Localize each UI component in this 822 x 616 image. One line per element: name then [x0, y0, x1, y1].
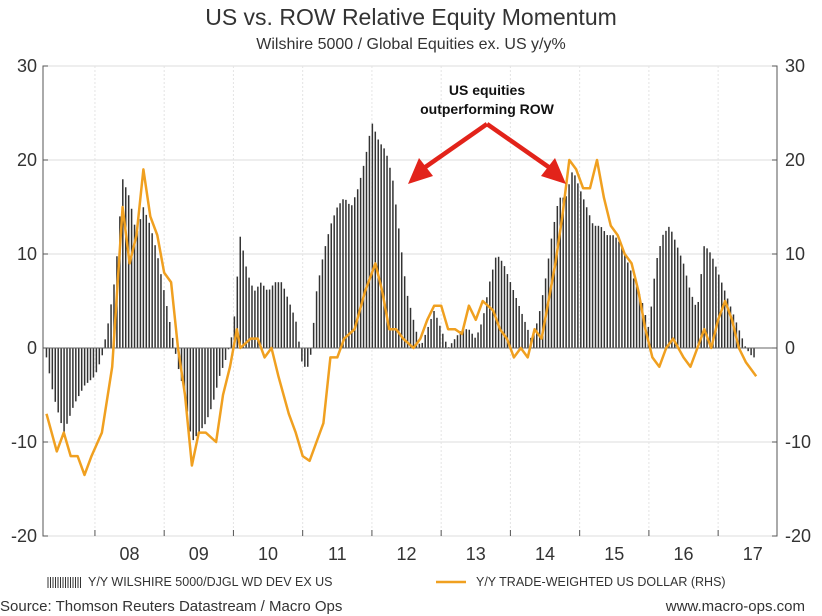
- legend-bar-swatch: [47, 577, 81, 588]
- x-tick-label: 12: [397, 544, 417, 564]
- gridlines: [43, 65, 777, 537]
- x-tick-label: 09: [189, 544, 209, 564]
- annotation-line2: outperforming ROW: [420, 101, 555, 117]
- y-tick-label-left: 0: [27, 338, 37, 358]
- y-tick-label-right: 30: [785, 56, 805, 76]
- x-tick-label: 17: [743, 544, 763, 564]
- bar-series: [45, 123, 755, 441]
- x-tick-label: 10: [258, 544, 278, 564]
- annotation-arrow-left: [422, 122, 489, 170]
- y-tick-label-left: 30: [17, 56, 37, 76]
- website-note: www.macro-ops.com: [665, 598, 805, 615]
- legend: Y/Y WILSHIRE 5000/DJGL WD DEV EX US Y/Y …: [47, 575, 726, 589]
- annotation-line1: US equities: [449, 82, 525, 98]
- annotation-arrow-right: [485, 122, 552, 170]
- chart-title: US vs. ROW Relative Equity Momentum: [205, 4, 617, 30]
- x-tick-label: 16: [674, 544, 694, 564]
- x-tick-label: 08: [120, 544, 140, 564]
- x-axis: 08 09 10 11 12 13 14 15 16 17: [94, 530, 763, 564]
- line-series: [45, 158, 758, 477]
- y-tick-label-left: 20: [17, 150, 37, 170]
- line-path: [45, 158, 758, 477]
- y-axis-left: 30 20 10 0 -10 -20: [11, 56, 48, 546]
- y-tick-label-left: 10: [17, 244, 37, 264]
- y-tick-label-right: -20: [785, 526, 811, 546]
- annotation-arrowhead-right: [541, 158, 566, 184]
- y-tick-label-left: -20: [11, 526, 37, 546]
- annotation-arrowhead-left: [408, 158, 433, 184]
- legend-bar-label: Y/Y WILSHIRE 5000/DJGL WD DEV EX US: [88, 575, 333, 589]
- x-tick-label: 15: [604, 544, 624, 564]
- y-axis-right: 30 20 10 0 -10 -20: [772, 56, 811, 546]
- chart-subtitle: Wilshire 5000 / Global Equities ex. US y…: [256, 36, 566, 53]
- annotation: US equities outperforming ROW: [408, 82, 566, 184]
- x-tick-label: 14: [535, 544, 555, 564]
- legend-line-label: Y/Y TRADE-WEIGHTED US DOLLAR (RHS): [476, 575, 726, 589]
- y-tick-label-right: 0: [785, 338, 795, 358]
- x-tick-label: 11: [328, 544, 347, 564]
- source-note: Source: Thomson Reuters Datastream / Mac…: [0, 598, 342, 615]
- y-tick-label-right: 20: [785, 150, 805, 170]
- y-tick-label-right: 10: [785, 244, 805, 264]
- x-tick-label: 13: [466, 544, 486, 564]
- y-tick-label-left: -10: [11, 432, 37, 452]
- plot-area: [42, 65, 778, 537]
- y-tick-label-right: -10: [785, 432, 811, 452]
